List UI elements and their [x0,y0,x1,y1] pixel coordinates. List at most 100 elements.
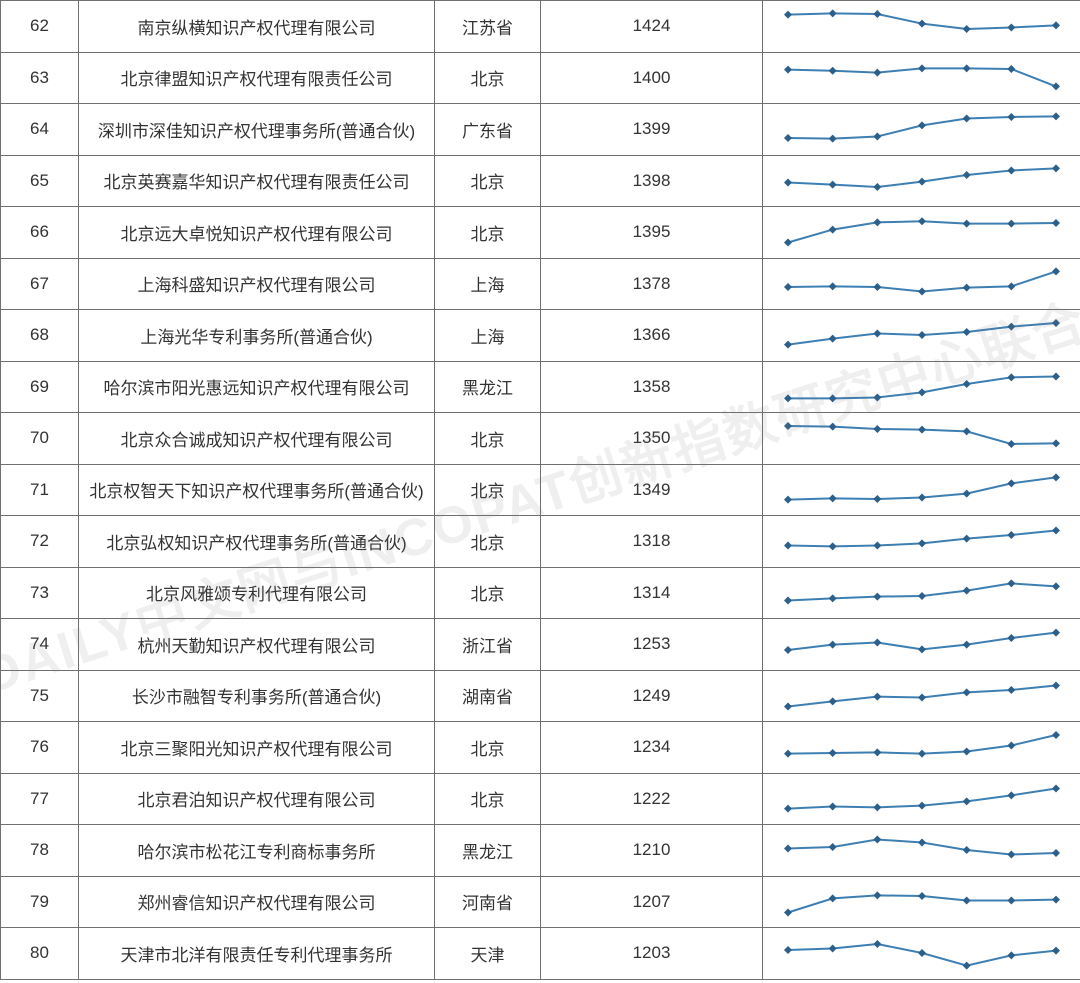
table-row: 64深圳市深佳知识产权代理事务所(普通合伙)广东省1399 [1,104,1080,156]
name-cell: 北京风雅颂专利代理有限公司 [79,567,435,619]
table-row: 69哈尔滨市阳光惠远知识产权代理有限公司黑龙江1358 [1,361,1080,413]
table-row: 75长沙市融智专利事务所(普通合伙)湖南省1249 [1,670,1080,722]
sparkline-cell [763,516,1080,568]
sparkline-cell [763,310,1080,362]
rank-cell: 72 [1,516,79,568]
sparkline-cell [763,619,1080,671]
rank-cell: 69 [1,361,79,413]
rank-cell: 71 [1,464,79,516]
count-cell: 1400 [541,52,763,104]
sparkline-cell [763,876,1080,928]
sparkline-icon [782,469,1062,511]
province-cell: 广东省 [435,104,541,156]
sparkline-icon [782,263,1062,305]
name-cell: 天津市北洋有限责任专利代理事务所 [79,928,435,980]
rank-cell: 66 [1,207,79,259]
name-cell: 北京远大卓悦知识产权代理有限公司 [79,207,435,259]
sparkline-icon [782,726,1062,768]
sparkline-icon [782,675,1062,717]
table-row: 71北京权智天下知识产权代理事务所(普通合伙)北京1349 [1,464,1080,516]
rank-cell: 77 [1,773,79,825]
name-cell: 深圳市深佳知识产权代理事务所(普通合伙) [79,104,435,156]
count-cell: 1318 [541,516,763,568]
sparkline-icon [782,932,1062,974]
sparkline-cell [763,825,1080,877]
count-cell: 1349 [541,464,763,516]
province-cell: 浙江省 [435,619,541,671]
count-cell: 1222 [541,773,763,825]
count-cell: 1314 [541,567,763,619]
province-cell: 北京 [435,516,541,568]
sparkline-icon [782,211,1062,253]
count-cell: 1234 [541,722,763,774]
rank-cell: 64 [1,104,79,156]
rank-cell: 75 [1,670,79,722]
table-row: 72北京弘权知识产权代理事务所(普通合伙)北京1318 [1,516,1080,568]
sparkline-icon [782,417,1062,459]
table-row: 63北京律盟知识产权代理有限责任公司北京1400 [1,52,1080,104]
province-cell: 北京 [435,567,541,619]
table-row: 76北京三聚阳光知识产权代理有限公司北京1234 [1,722,1080,774]
sparkline-icon [782,5,1062,47]
table-row: 77北京君泊知识产权代理有限公司北京1222 [1,773,1080,825]
count-cell: 1253 [541,619,763,671]
rank-cell: 62 [1,1,79,53]
name-cell: 北京君泊知识产权代理有限公司 [79,773,435,825]
rank-cell: 63 [1,52,79,104]
province-cell: 湖南省 [435,670,541,722]
sparkline-cell [763,207,1080,259]
name-cell: 南京纵横知识产权代理有限公司 [79,1,435,53]
table-row: 67上海科盛知识产权代理有限公司上海1378 [1,258,1080,310]
name-cell: 哈尔滨市松花江专利商标事务所 [79,825,435,877]
province-cell: 北京 [435,52,541,104]
count-cell: 1399 [541,104,763,156]
count-cell: 1358 [541,361,763,413]
rank-cell: 73 [1,567,79,619]
page-root: 62南京纵横知识产权代理有限公司江苏省142463北京律盟知识产权代理有限责任公… [0,0,1080,983]
table-row: 70北京众合诚成知识产权代理有限公司北京1350 [1,413,1080,465]
table-row: 66北京远大卓悦知识产权代理有限公司北京1395 [1,207,1080,259]
sparkline-cell [763,258,1080,310]
sparkline-icon [782,829,1062,871]
province-cell: 北京 [435,207,541,259]
name-cell: 哈尔滨市阳光惠远知识产权代理有限公司 [79,361,435,413]
sparkline-cell [763,413,1080,465]
count-cell: 1249 [541,670,763,722]
count-cell: 1210 [541,825,763,877]
sparkline-icon [782,57,1062,99]
rank-cell: 65 [1,155,79,207]
province-cell: 北京 [435,413,541,465]
count-cell: 1395 [541,207,763,259]
sparkline-icon [782,160,1062,202]
sparkline-cell [763,464,1080,516]
sparkline-icon [782,108,1062,150]
sparkline-icon [782,572,1062,614]
rank-cell: 79 [1,876,79,928]
province-cell: 上海 [435,258,541,310]
name-cell: 杭州天勤知识产权代理有限公司 [79,619,435,671]
rank-cell: 67 [1,258,79,310]
table-row: 62南京纵横知识产权代理有限公司江苏省1424 [1,1,1080,53]
name-cell: 长沙市融智专利事务所(普通合伙) [79,670,435,722]
table-row: 79郑州睿信知识产权代理有限公司河南省1207 [1,876,1080,928]
table-row: 68上海光华专利事务所(普通合伙)上海1366 [1,310,1080,362]
table-row: 73北京风雅颂专利代理有限公司北京1314 [1,567,1080,619]
sparkline-icon [782,881,1062,923]
rank-cell: 80 [1,928,79,980]
sparkline-cell [763,773,1080,825]
count-cell: 1350 [541,413,763,465]
sparkline-cell [763,361,1080,413]
count-cell: 1366 [541,310,763,362]
sparkline-cell [763,567,1080,619]
sparkline-icon [782,623,1062,665]
rank-cell: 74 [1,619,79,671]
sparkline-cell [763,52,1080,104]
province-cell: 江苏省 [435,1,541,53]
count-cell: 1424 [541,1,763,53]
table-row: 65北京英赛嘉华知识产权代理有限责任公司北京1398 [1,155,1080,207]
sparkline-cell [763,670,1080,722]
count-cell: 1207 [541,876,763,928]
province-cell: 北京 [435,155,541,207]
sparkline-cell [763,928,1080,980]
sparkline-cell [763,722,1080,774]
